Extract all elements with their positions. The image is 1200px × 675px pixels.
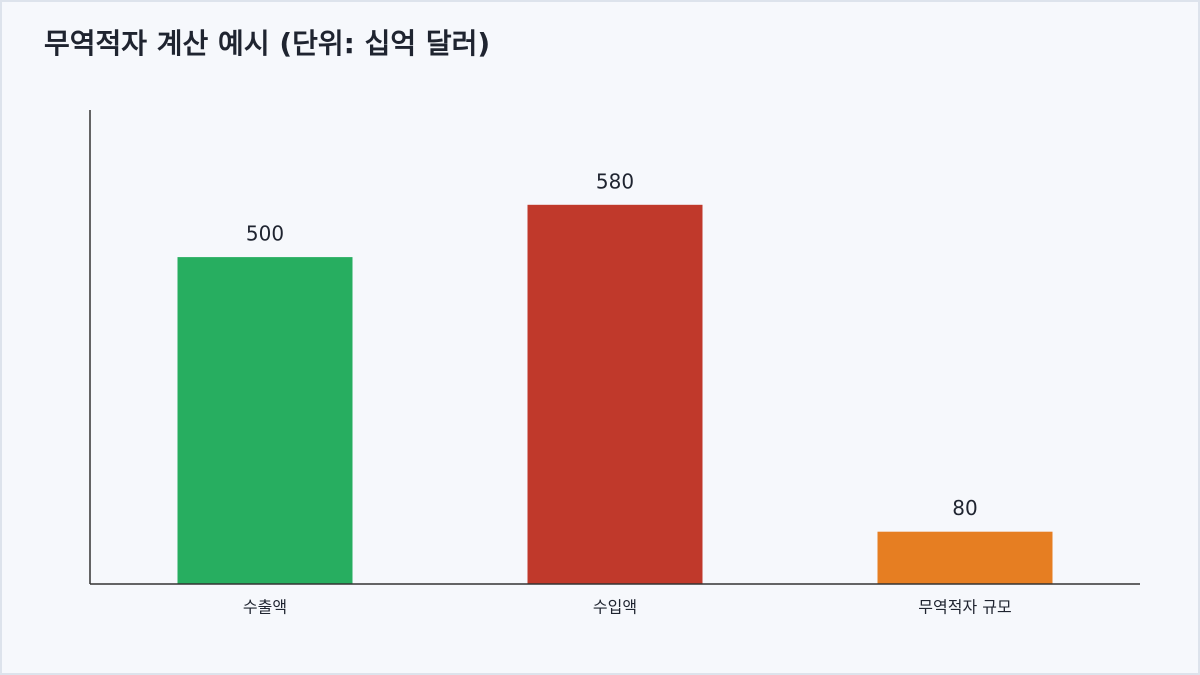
bar (877, 531, 1053, 584)
bars (177, 204, 1053, 585)
x-tick-label: 무역적자 규모 (918, 598, 1011, 617)
x-tick-label: 수입액 (593, 598, 637, 617)
bar (527, 204, 703, 585)
chart-title: 무역적자 계산 예시 (단위: 십억 달러) (44, 27, 490, 60)
value-label: 80 (952, 496, 977, 520)
value-label: 500 (246, 222, 284, 246)
value-label: 580 (596, 169, 634, 193)
bar (177, 257, 353, 584)
x-tick-label: 수출액 (243, 598, 287, 617)
